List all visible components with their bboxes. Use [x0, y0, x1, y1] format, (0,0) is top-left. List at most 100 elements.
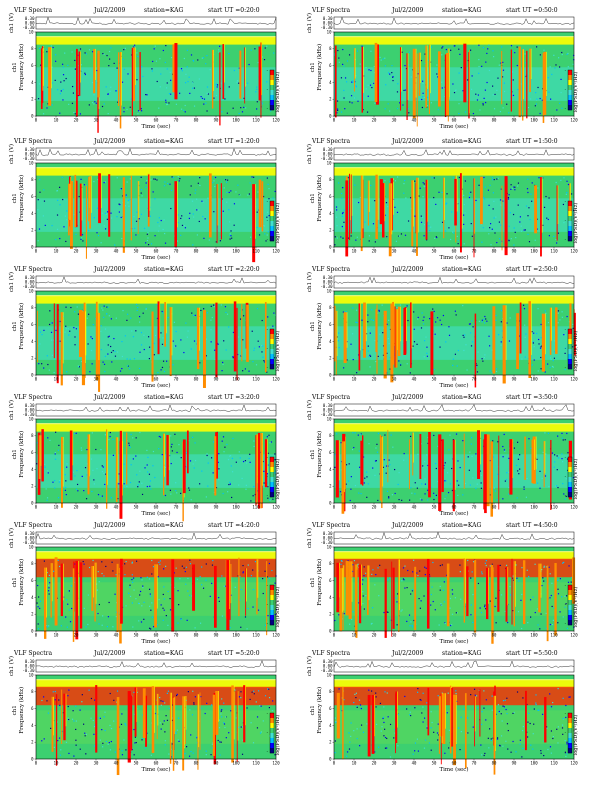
- colorbar-tick-label: -: [564, 602, 566, 607]
- noise-pixel: [192, 59, 194, 61]
- noise-pixel: [89, 371, 91, 373]
- noise-pixel: [91, 102, 94, 104]
- noise-pixel: [103, 182, 105, 184]
- sferic-edge: [515, 561, 516, 607]
- noise-pixel: [570, 193, 573, 195]
- noise-pixel: [119, 370, 122, 372]
- panel-title: VLF Spectra: [312, 522, 351, 529]
- noise-pixel: [43, 696, 45, 698]
- colorbar-swatch: [270, 743, 274, 749]
- noise-pixel: [521, 358, 523, 360]
- frequency-tick-label: 8: [31, 177, 34, 182]
- noise-pixel: [96, 589, 99, 591]
- frequency-tick-label: 2: [31, 97, 34, 102]
- noise-pixel: [146, 179, 148, 182]
- sferic-edge: [374, 695, 376, 737]
- noise-pixel: [498, 238, 501, 240]
- noise-pixel: [138, 218, 140, 220]
- noise-pixel: [62, 99, 64, 101]
- noise-pixel: [190, 54, 193, 56]
- noise-pixel: [86, 474, 88, 476]
- noise-pixel: [73, 111, 75, 114]
- noise-pixel: [166, 103, 169, 106]
- sferic-burst: [182, 439, 186, 494]
- waveform-tick-label: 0.00: [323, 664, 333, 669]
- noise-pixel: [264, 47, 266, 49]
- noise-pixel: [107, 616, 110, 618]
- noise-pixel: [497, 473, 499, 475]
- noise-pixel: [110, 318, 112, 320]
- sferic-burst: [490, 564, 494, 609]
- noise-pixel: [60, 625, 62, 627]
- noise-pixel: [341, 215, 344, 217]
- noise-pixel: [484, 562, 486, 564]
- time-tick-label: 80: [492, 249, 497, 254]
- sferic-edge: [138, 181, 140, 219]
- noise-pixel: [104, 434, 107, 436]
- noise-pixel: [143, 227, 146, 230]
- noise-pixel: [173, 586, 175, 589]
- noise-pixel: [503, 90, 506, 93]
- time-tick-label: 50: [432, 761, 437, 766]
- noise-pixel: [240, 107, 242, 109]
- noise-pixel: [252, 742, 255, 744]
- noise-pixel: [416, 343, 418, 345]
- noise-pixel: [564, 740, 566, 742]
- noise-pixel: [64, 331, 66, 333]
- noise-pixel: [153, 48, 155, 50]
- noise-pixel: [424, 483, 427, 485]
- spectrogram-panel-7: VLF Spectra Jul/2/2009 station=KAG start…: [8, 393, 288, 522]
- noise-pixel: [93, 217, 95, 219]
- time-tick-label: 100: [232, 633, 240, 638]
- noise-pixel: [469, 323, 471, 325]
- noise-pixel: [66, 626, 68, 628]
- noise-pixel: [170, 435, 172, 437]
- noise-pixel: [72, 85, 74, 88]
- noise-pixel: [170, 493, 172, 495]
- noise-pixel: [129, 446, 131, 448]
- noise-pixel: [154, 712, 156, 715]
- noise-pixel: [235, 191, 237, 193]
- noise-pixel: [188, 489, 191, 491]
- panel-station: station=KAG: [442, 522, 482, 529]
- noise-pixel: [127, 202, 129, 204]
- noise-pixel: [493, 200, 495, 202]
- noise-pixel: [440, 323, 443, 326]
- noise-pixel: [413, 311, 415, 313]
- noise-pixel: [387, 205, 389, 208]
- noise-pixel: [170, 756, 172, 758]
- noise-pixel: [364, 477, 366, 479]
- noise-pixel: [343, 612, 345, 615]
- noise-pixel: [96, 207, 99, 209]
- sferic-burst: [392, 567, 395, 629]
- noise-pixel: [357, 100, 359, 102]
- sferic-burst: [56, 304, 59, 384]
- colorbar-swatch: [270, 231, 274, 237]
- time-tick-label: 60: [452, 633, 457, 638]
- noise-pixel: [114, 593, 116, 595]
- sferic-burst: [573, 312, 576, 356]
- noise-pixel: [446, 202, 448, 204]
- noise-pixel: [141, 493, 144, 496]
- time-tick-label: 0: [333, 761, 336, 766]
- noise-pixel: [477, 94, 479, 96]
- noise-pixel: [367, 314, 369, 316]
- sferic-edge: [415, 48, 417, 98]
- noise-pixel: [356, 728, 358, 730]
- time-tick-label: 110: [252, 249, 260, 254]
- noise-pixel: [154, 178, 156, 180]
- noise-pixel: [219, 754, 221, 756]
- noise-pixel: [187, 590, 189, 592]
- noise-pixel: [392, 76, 394, 78]
- noise-pixel: [522, 697, 524, 699]
- frequency-tick-label: 2: [329, 484, 332, 489]
- noise-pixel: [388, 319, 390, 321]
- noise-pixel: [145, 182, 147, 184]
- sferic-edge: [107, 429, 108, 485]
- sferic-burst: [480, 176, 483, 225]
- noise-pixel: [348, 463, 350, 465]
- noise-pixel: [519, 468, 521, 470]
- noise-pixel: [384, 214, 386, 216]
